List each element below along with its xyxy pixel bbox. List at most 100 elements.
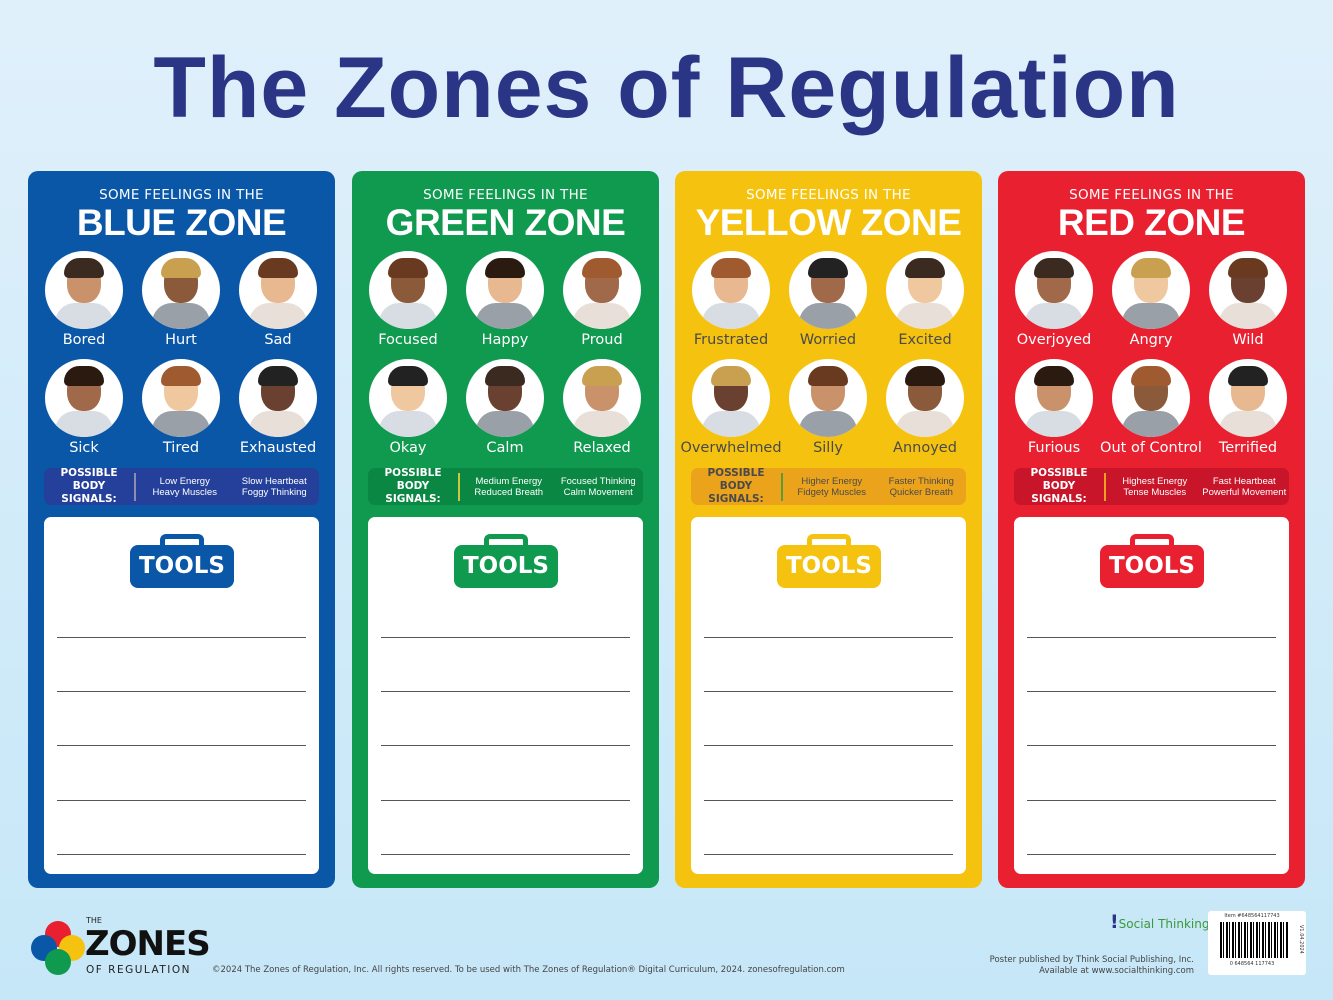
tools-box: TOOLS (368, 517, 643, 874)
writing-line[interactable] (704, 637, 953, 638)
writing-line[interactable] (381, 800, 630, 801)
zone-subtitle: SOME FEELINGS IN THE (746, 187, 911, 203)
feeling-label: Relaxed (573, 440, 631, 456)
feeling-label: Tired (162, 440, 200, 456)
toolbox-icon: TOOLS (777, 534, 881, 588)
feeling-angry: Angry (1081, 251, 1221, 349)
writing-line[interactable] (57, 854, 306, 855)
feeling-tired: Tired (111, 359, 251, 457)
person-portrait-icon (1209, 251, 1287, 329)
feeling-silly: Silly (758, 359, 898, 457)
writing-line[interactable] (381, 691, 630, 692)
person-portrait-icon (692, 359, 770, 437)
feeling-overjoyed: Overjoyed (984, 251, 1124, 349)
feeling-proud: Proud (532, 251, 672, 349)
person-portrait-icon (1209, 359, 1287, 437)
writing-line[interactable] (704, 800, 953, 801)
signal: Fidgety Muscles (797, 486, 867, 498)
publisher-line2: Available at www.socialthinking.com (1039, 966, 1194, 976)
feeling-terrified: Terrified (1178, 359, 1318, 457)
writing-line[interactable] (57, 637, 306, 638)
person-portrait-icon (886, 251, 964, 329)
logo-big: ZONES (85, 924, 211, 964)
tools-box: TOOLS (691, 517, 966, 874)
feeling-label: Angry (1129, 332, 1173, 348)
writing-line[interactable] (57, 691, 306, 692)
zone-name: GREEN ZONE (385, 202, 626, 243)
person-portrait-icon (466, 251, 544, 329)
writing-line[interactable] (1027, 854, 1276, 855)
feeling-hurt: Hurt (111, 251, 251, 349)
writing-line[interactable] (704, 745, 953, 746)
signals-label: POSSIBLE BODY SIGNALS: (707, 467, 765, 505)
person-portrait-icon (142, 251, 220, 329)
writing-line[interactable] (1027, 637, 1276, 638)
red-zone-panel: SOME FEELINGS IN THE RED ZONE Overjoyed … (998, 171, 1305, 888)
person-portrait-icon (886, 359, 964, 437)
zone-subtitle: SOME FEELINGS IN THE (1069, 187, 1234, 203)
body-signals: POSSIBLE BODY SIGNALS: Highest Energy Ten… (1014, 467, 1289, 505)
blue-zone-panel: SOME FEELINGS IN THE BLUE ZONE Bored Hur… (28, 171, 335, 888)
person-portrait-icon (239, 359, 317, 437)
zone-name: RED ZONE (1057, 202, 1246, 243)
feeling-label: Wild (1232, 332, 1264, 348)
writing-line[interactable] (381, 745, 630, 746)
body-signals: POSSIBLE BODY SIGNALS: Higher Energy Fidg… (691, 467, 966, 505)
writing-line[interactable] (381, 854, 630, 855)
feeling-exhausted: Exhausted (208, 359, 348, 457)
feeling-worried: Worried (758, 251, 898, 349)
signal-column: Higher Energy Fidgety Muscles (787, 476, 877, 498)
feeling-focused: Focused (338, 251, 478, 349)
feeling-label: Out of Control (1100, 440, 1202, 456)
social-thinking-logo: !Social ThinkingJr. (1110, 911, 1221, 933)
writing-line[interactable] (57, 745, 306, 746)
signals-label: POSSIBLE BODY SIGNALS: (1030, 467, 1088, 505)
person-portrait-icon (142, 359, 220, 437)
feeling-annoyed: Annoyed (855, 359, 995, 457)
item-number: Item #648564117743 (1224, 913, 1280, 919)
signal: Medium Energy (475, 475, 543, 487)
feeling-sick: Sick (14, 359, 154, 457)
signal-column: Low Energy Heavy Muscles (140, 476, 230, 498)
feeling-label: Hurt (165, 332, 197, 348)
feeling-label: Sad (264, 332, 292, 348)
feeling-label: Exhausted (239, 440, 317, 456)
tools-box: TOOLS (44, 517, 319, 874)
signal-column: Slow Heartbeat Foggy Thinking (230, 476, 320, 498)
signal: Reduced Breath (474, 486, 544, 498)
publisher-info: Poster published by Think Social Publish… (990, 955, 1194, 977)
feeling-relaxed: Relaxed (532, 359, 672, 457)
barcode-bars (1220, 922, 1288, 958)
yellow-zone-panel: SOME FEELINGS IN THE YELLOW ZONE Frustra… (675, 171, 982, 888)
writing-line[interactable] (57, 800, 306, 801)
writing-line[interactable] (381, 637, 630, 638)
feeling-label: Sick (69, 440, 99, 456)
signal: Heavy Muscles (152, 486, 217, 498)
person-portrait-icon (692, 251, 770, 329)
signal: Highest Energy (1122, 475, 1188, 487)
tools-box: TOOLS (1014, 517, 1289, 874)
feeling-label: Frustrated (693, 332, 769, 348)
feeling-wild: Wild (1178, 251, 1318, 349)
tools-label: TOOLS (1100, 545, 1204, 588)
person-portrait-icon (789, 251, 867, 329)
feeling-happy: Happy (435, 251, 575, 349)
zones-logo-icon (31, 921, 85, 975)
writing-line[interactable] (1027, 691, 1276, 692)
feeling-label: Proud (581, 332, 623, 348)
copyright: ©2024 The Zones of Regulation, Inc. All … (212, 965, 845, 975)
barcode-number: 0 648564 117743 (1229, 961, 1275, 967)
feeling-okay: Okay (338, 359, 478, 457)
signal: Calm Movement (563, 486, 633, 498)
body-signals: POSSIBLE BODY SIGNALS: Low Energy Heavy M… (44, 467, 320, 505)
writing-line[interactable] (704, 691, 953, 692)
feeling-overwhelmed: Overwhelmed (661, 359, 801, 457)
feeling-label: Annoyed (893, 440, 957, 456)
writing-line[interactable] (1027, 800, 1276, 801)
feeling-label: Overwhelmed (680, 440, 782, 456)
feeling-furious: Furious (984, 359, 1124, 457)
signal: Foggy Thinking (241, 486, 307, 498)
feeling-label: Calm (486, 440, 524, 456)
writing-line[interactable] (1027, 745, 1276, 746)
writing-line[interactable] (704, 854, 953, 855)
